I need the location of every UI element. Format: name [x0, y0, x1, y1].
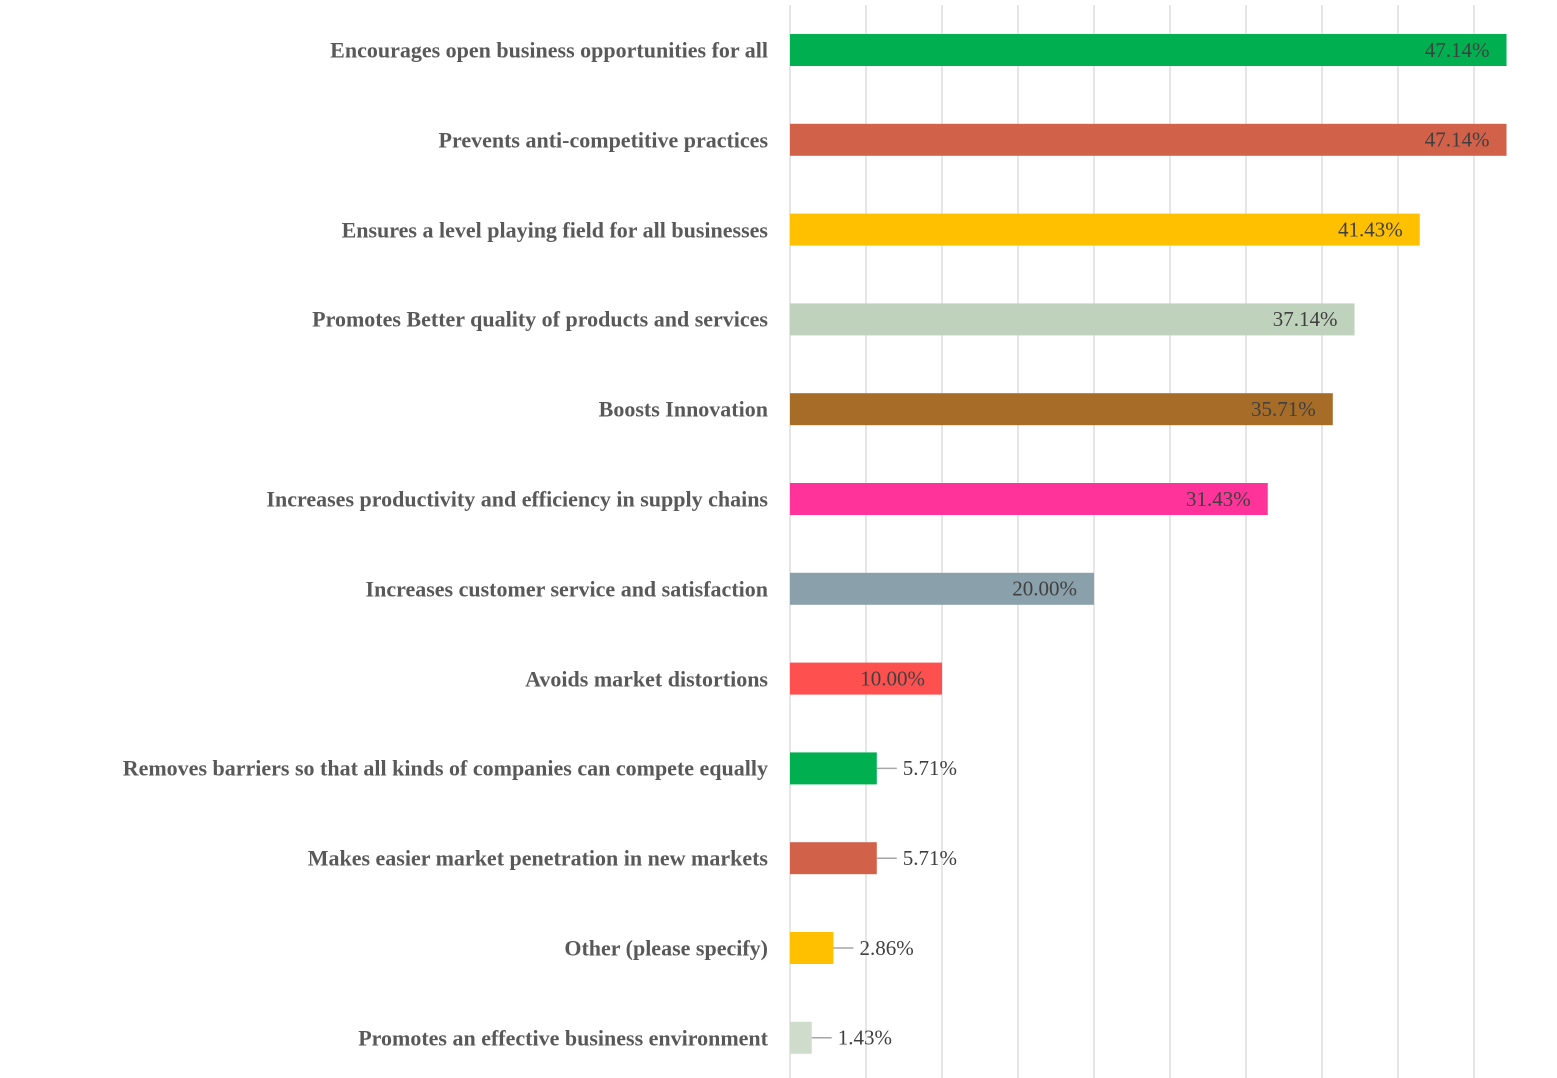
bar [790, 572, 1094, 605]
data-label: 31.43% [1186, 487, 1251, 511]
category-label: Other (please specify) [564, 935, 768, 961]
bar [790, 662, 942, 695]
bar [790, 752, 877, 785]
category-label: Boosts Innovation [598, 396, 768, 422]
data-label: 47.14% [1425, 128, 1490, 152]
data-label: 5.71% [903, 756, 957, 780]
data-label: 41.43% [1338, 217, 1403, 241]
category-label: Avoids market distortions [525, 666, 768, 692]
category-label: Ensures a level playing field for all bu… [341, 217, 768, 243]
bar [790, 1021, 812, 1054]
data-label: 20.00% [1012, 577, 1077, 601]
category-label: Removes barriers so that all kinds of co… [122, 755, 768, 781]
category-label: Makes easier market penetration in new m… [307, 845, 768, 871]
data-label: 35.71% [1251, 397, 1316, 421]
category-label: Increases productivity and efficiency in… [266, 486, 768, 512]
bar [790, 213, 1420, 246]
data-label: 5.71% [903, 846, 957, 870]
category-label: Prevents anti-competitive practices [438, 127, 768, 153]
data-label: 2.86% [859, 936, 913, 960]
bar [790, 483, 1268, 515]
data-label: 37.14% [1273, 307, 1338, 331]
data-label: 10.00% [860, 666, 925, 690]
bar [790, 393, 1333, 426]
data-label: 1.43% [838, 1026, 892, 1050]
category-label: Encourages open business opportunities f… [330, 37, 768, 63]
bar [790, 932, 834, 964]
category-label: Promotes Better quality of products and … [312, 306, 768, 332]
bar [790, 34, 1507, 66]
bar [790, 123, 1507, 156]
category-label: Promotes an effective business environme… [358, 1025, 768, 1051]
bar [790, 303, 1355, 336]
bar [790, 842, 877, 875]
category-label: Increases customer service and satisfact… [365, 576, 768, 602]
data-label: 47.14% [1425, 38, 1490, 62]
